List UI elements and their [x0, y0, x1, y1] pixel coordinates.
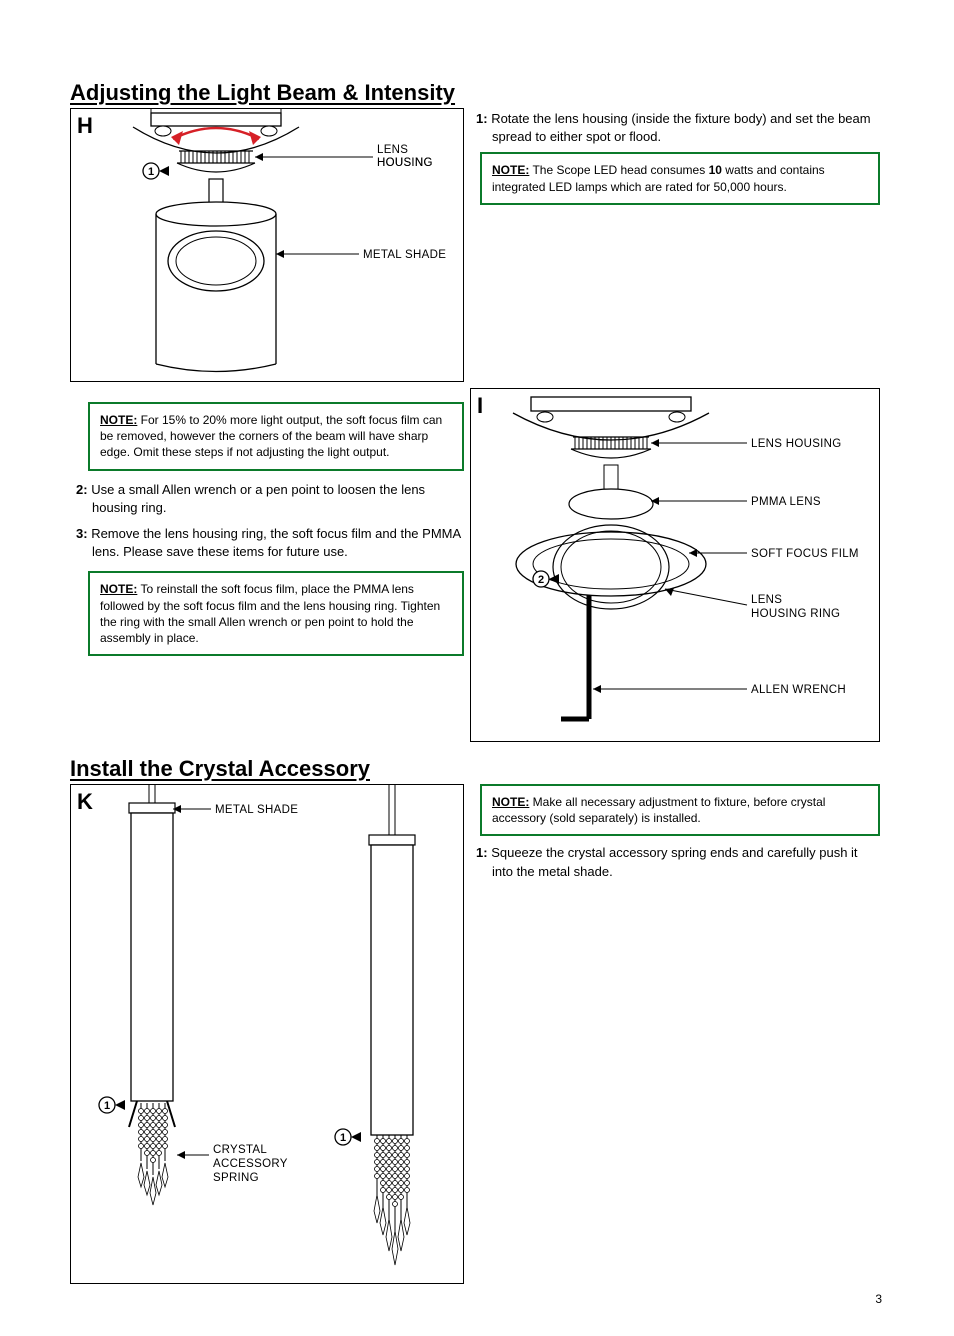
- step3-text: Remove the lens housing ring, the soft f…: [91, 526, 460, 559]
- note1-text: The Scope LED head consumes: [529, 163, 708, 177]
- page: Adjusting the Light Beam & Intensity H: [0, 0, 954, 1336]
- s2-step1-num: 1:: [476, 845, 488, 860]
- panel-h-letter: H: [77, 113, 93, 139]
- note2-label: NOTE:: [100, 413, 137, 427]
- note2-text: For 15% to 20% more light output, the so…: [100, 413, 442, 459]
- step1-num: 1:: [476, 111, 488, 126]
- note4-label: NOTE:: [492, 795, 529, 809]
- panel-i-lens-housing: LENS HOUSING: [751, 438, 842, 450]
- note4: NOTE: Make all necessary adjustment to f…: [480, 784, 880, 836]
- page-number: 3: [70, 1292, 884, 1306]
- svg-text:CRYSTAL: CRYSTAL: [213, 1144, 267, 1156]
- panel-h-svg: 1 LENS HOUSING HOUSING M: [71, 109, 465, 383]
- panel-k: K: [70, 784, 464, 1284]
- svg-text:LENS: LENS: [751, 594, 782, 606]
- note4-text: Make all necessary adjustment to fixture…: [492, 795, 825, 825]
- svg-text:ACCESSORY: ACCESSORY: [213, 1158, 288, 1170]
- note3: NOTE: To reinstall the soft focus film, …: [88, 571, 464, 656]
- section2-rightcol: NOTE: Make all necessary adjustment to f…: [470, 784, 880, 1284]
- section1-row2: NOTE: For 15% to 20% more light output, …: [70, 388, 884, 742]
- step2-num: 2:: [76, 482, 88, 497]
- step1-text: Rotate the lens housing (inside the fixt…: [491, 111, 870, 144]
- panel-h-metal-shade-label: METAL SHADE: [363, 249, 446, 261]
- svg-text:HOUSING RING: HOUSING RING: [751, 608, 840, 620]
- note1-bold: 10: [709, 163, 722, 177]
- panel-k-letter: K: [77, 789, 93, 815]
- svg-text:SPRING: SPRING: [213, 1172, 259, 1184]
- note1: NOTE: The Scope LED head consumes 10 wat…: [480, 152, 880, 204]
- section2-row: K: [70, 784, 884, 1284]
- svg-text:1: 1: [104, 1100, 110, 1112]
- svg-text:METAL SHADE: METAL SHADE: [215, 804, 298, 816]
- step1: 1: Rotate the lens housing (inside the f…: [470, 108, 880, 152]
- section1-title: Adjusting the Light Beam & Intensity: [70, 80, 884, 106]
- panel-i-allen: ALLEN WRENCH: [751, 684, 846, 696]
- step2: 2: Use a small Allen wrench or a pen poi…: [70, 479, 464, 523]
- svg-text:1: 1: [340, 1132, 346, 1144]
- note1-label: NOTE:: [492, 163, 529, 177]
- section1-leftbox2: NOTE: For 15% to 20% more light output, …: [70, 388, 464, 742]
- panel-h-callout1: 1: [148, 166, 154, 178]
- panel-i-letter: I: [477, 393, 483, 419]
- panel-i-callout2: 2: [538, 574, 544, 586]
- note3-text: To reinstall the soft focus film, place …: [100, 582, 440, 645]
- panel-i-soft-focus: SOFT FOCUS FILM: [751, 548, 859, 560]
- panel-i: I: [470, 388, 880, 742]
- step3-num: 3:: [76, 526, 88, 541]
- section2-step1: 1: Squeeze the crystal accessory spring …: [470, 842, 880, 886]
- section1-row1: H: [70, 108, 884, 382]
- s2-step1-text: Squeeze the crystal accessory spring end…: [491, 845, 857, 878]
- step2-text: Use a small Allen wrench or a pen point …: [91, 482, 425, 515]
- panel-h: H: [70, 108, 464, 382]
- panel-i-svg: 2 LENS HOUSING PMMA LENS SOFT FOCUS FILM…: [471, 389, 881, 743]
- section1-rightbox1: 1: Rotate the lens housing (inside the f…: [470, 108, 880, 382]
- note2: NOTE: For 15% to 20% more light output, …: [88, 402, 464, 471]
- panel-k-svg: 1 METAL SHADE CRYSTAL ACCESSORY SPRING: [71, 785, 465, 1285]
- svg-text:HOUSING: HOUSING: [377, 157, 433, 169]
- svg-text:LENS: LENS: [377, 144, 408, 156]
- panel-i-pmma: PMMA LENS: [751, 496, 821, 508]
- section2-title: Install the Crystal Accessory: [70, 756, 884, 782]
- step3: 3: Remove the lens housing ring, the sof…: [70, 523, 464, 567]
- note3-label: NOTE:: [100, 582, 137, 596]
